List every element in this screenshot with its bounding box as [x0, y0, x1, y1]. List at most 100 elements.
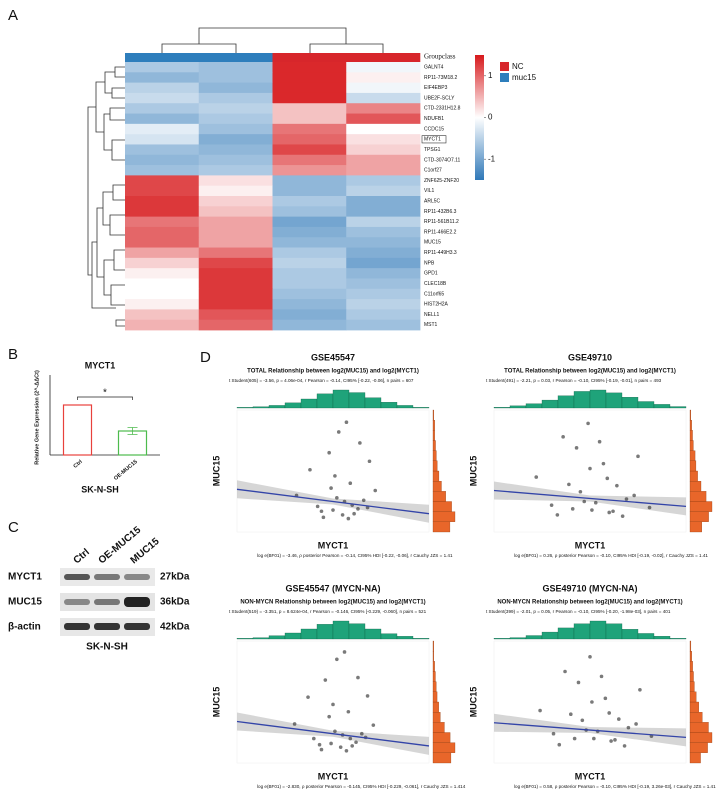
- histogram-bar: [541, 631, 559, 640]
- heat-cell: [125, 113, 200, 125]
- histogram-bar: [653, 404, 671, 409]
- stats: t Student(491) = -2.21, p = 0.03, r Pear…: [486, 378, 662, 383]
- y-axis-label: Relative Gene Expression (2^-ΔΔCt): [34, 370, 40, 465]
- point: [615, 483, 619, 488]
- heat-cell: [346, 268, 421, 279]
- histogram-bar: [689, 409, 691, 421]
- histogram-bar: [396, 636, 414, 640]
- point: [592, 736, 596, 741]
- point: [590, 508, 594, 512]
- histogram-bar: [300, 628, 318, 640]
- histogram-bar: [689, 511, 709, 522]
- heat-cell: [272, 206, 347, 218]
- histogram-bar: [689, 521, 702, 533]
- band: [94, 623, 120, 630]
- heat-cell: [346, 247, 421, 259]
- point: [557, 742, 562, 747]
- heat-cell: [346, 123, 421, 135]
- histogram-bar: [432, 420, 435, 431]
- heat-cell: [198, 144, 273, 156]
- histogram-bar: [432, 752, 452, 764]
- blot-protein: β-actin: [8, 622, 41, 633]
- heat-cell: [125, 72, 200, 84]
- histogram-bar: [432, 511, 456, 522]
- heat-cell: [125, 288, 200, 300]
- subtitle: NON-MYCN Relationship between log2(MUC15…: [497, 600, 682, 606]
- point: [315, 504, 320, 509]
- point: [570, 507, 575, 511]
- point: [329, 486, 333, 490]
- histogram-bar: [364, 628, 382, 640]
- histogram-bar: [348, 392, 366, 409]
- point: [580, 718, 585, 723]
- legend-label: NC: [512, 62, 524, 71]
- heat-cell: [272, 196, 347, 207]
- plot-area: [493, 640, 687, 764]
- point: [636, 454, 640, 459]
- histogram-bar: [432, 430, 435, 441]
- bayes-stats: log e(BF01) = -3.46, ρ posterior Pearson…: [257, 553, 453, 558]
- x-axis-label: MYCT1: [318, 771, 349, 781]
- gene-label: RP11-561B11.2: [424, 219, 459, 225]
- heat-cell: [346, 206, 421, 218]
- heat-cell: [198, 206, 273, 218]
- point: [632, 493, 636, 498]
- blot-cell-line: SK-N-SH: [86, 642, 128, 653]
- histogram-bar: [689, 430, 693, 441]
- heat-cell: [346, 175, 421, 187]
- point: [333, 729, 337, 734]
- plot-area: [493, 409, 687, 533]
- x-tick-label: OE-MUC15: [113, 459, 139, 482]
- point: [327, 714, 331, 719]
- heat-cell: [346, 216, 421, 228]
- heat-cell: [272, 309, 347, 321]
- point: [561, 435, 565, 439]
- histogram-bar: [432, 701, 439, 713]
- point: [373, 488, 378, 493]
- band: [124, 623, 150, 630]
- chart-title: MYCT1: [85, 360, 116, 370]
- heat-cell: [125, 165, 200, 176]
- histogram-bar: [637, 633, 655, 640]
- histogram-bar: [669, 406, 687, 409]
- heat-cell: [272, 154, 347, 166]
- fit-line: [236, 488, 430, 515]
- bayes-stats: log e(BF01) = 0.26, ρ posterior Pearson …: [514, 553, 708, 558]
- x-tick-label: Ctrl: [73, 459, 84, 470]
- group-bar: [346, 53, 421, 62]
- heat-cell: [272, 134, 347, 145]
- chart-title: GSE45547: [311, 352, 355, 362]
- point: [335, 657, 339, 662]
- histogram-bar: [432, 712, 441, 723]
- point: [597, 439, 602, 444]
- histogram-bar: [689, 470, 698, 482]
- heat-cell: [272, 278, 347, 290]
- heat-cell: [125, 257, 200, 269]
- heat-cell: [198, 103, 273, 114]
- point: [333, 474, 337, 478]
- heat-cell: [346, 309, 421, 321]
- highlight-box: [421, 135, 447, 144]
- heat-cell: [198, 278, 273, 290]
- point: [590, 700, 594, 704]
- colorbar-label: 1: [488, 71, 493, 80]
- heat-cell: [198, 247, 273, 259]
- point: [609, 739, 613, 743]
- heat-cell: [125, 144, 200, 156]
- point: [308, 467, 312, 472]
- heat-cell: [346, 103, 421, 114]
- error-bar: [127, 427, 138, 435]
- heat-cell: [198, 82, 273, 94]
- x-axis-label: MYCT1: [575, 771, 606, 781]
- subtitle: TOTAL Relationship between log2(MUC15) a…: [247, 369, 419, 375]
- histogram-bar: [689, 691, 697, 703]
- histogram-bar: [380, 402, 398, 409]
- point: [607, 711, 611, 715]
- point: [342, 650, 347, 654]
- histogram-bar: [252, 637, 270, 640]
- histogram-bar: [605, 623, 623, 640]
- histogram-bar: [332, 620, 350, 640]
- histogram-bar: [493, 407, 511, 409]
- point: [319, 509, 324, 514]
- heat-cell: [272, 113, 347, 125]
